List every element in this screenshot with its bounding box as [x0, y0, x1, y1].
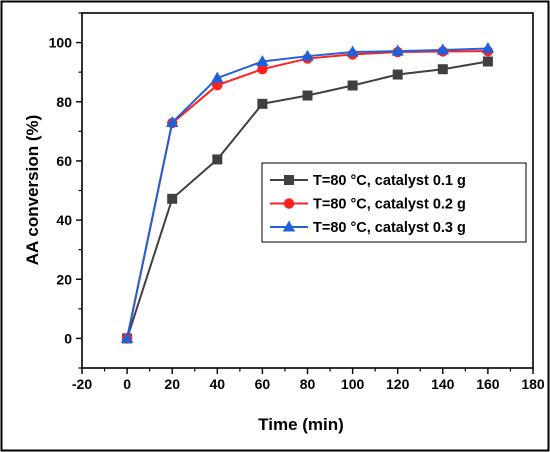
x-axis-title: Time (min) — [258, 415, 344, 434]
data-point-marker — [347, 80, 358, 91]
x-tick-label: 140 — [431, 376, 455, 392]
data-point-marker — [167, 193, 178, 204]
x-tick-label: 20 — [164, 376, 180, 392]
data-point-marker — [256, 55, 269, 67]
y-tick-label: 40 — [56, 212, 72, 228]
data-point-marker — [120, 331, 134, 343]
y-tick-label: 20 — [56, 271, 72, 287]
y-tick-label: 0 — [64, 330, 72, 346]
y-tick-label: 80 — [56, 94, 72, 110]
legend-marker — [282, 220, 296, 232]
x-tick-label: 0 — [123, 376, 131, 392]
x-tick-label: 180 — [521, 376, 545, 392]
data-point-marker — [436, 43, 449, 55]
legend-marker — [283, 198, 295, 209]
data-point-marker — [482, 56, 493, 67]
legend-marker — [284, 175, 294, 185]
x-tick-label: 100 — [341, 376, 365, 392]
data-point-marker — [211, 71, 224, 83]
series-layer — [120, 42, 495, 344]
x-tick-label: 120 — [386, 376, 410, 392]
legend: T=80 °C, catalyst 0.1 g T=80 °C, catalyst… — [261, 162, 527, 243]
x-tick-label: 60 — [255, 376, 271, 392]
legend-label: T=80 °C, catalyst 0.2 g — [313, 197, 466, 213]
data-point-marker — [257, 64, 268, 75]
y-tick-label: 60 — [56, 153, 72, 169]
data-point-marker — [392, 69, 403, 80]
y-axis-title: AA conversion (%) — [23, 115, 42, 266]
legend-label: T=80 °C, catalyst 0.1 g — [313, 173, 466, 189]
data-point-marker — [302, 90, 313, 101]
data-point-marker — [346, 45, 359, 57]
data-point-marker — [212, 154, 223, 165]
data-point-marker — [301, 49, 314, 61]
x-axis-ticks: -20 0 20 40 60 80 100 120 140 160 180 — [72, 368, 545, 392]
data-point-marker — [257, 98, 268, 109]
data-point-marker — [391, 44, 404, 56]
x-tick-label: 40 — [210, 376, 226, 392]
y-tick-label: 100 — [49, 35, 73, 51]
y-axis-ticks: 0 20 40 60 80 100 — [49, 12, 82, 369]
data-point-marker — [437, 64, 448, 75]
data-point-marker — [481, 42, 495, 53]
data-point-marker — [166, 115, 179, 127]
legend-label: T=80 °C, catalyst 0.3 g — [313, 220, 466, 236]
x-tick-label: 80 — [300, 376, 316, 392]
x-tick-label: 160 — [476, 376, 500, 392]
series-3 — [120, 42, 495, 343]
x-tick-label: -20 — [72, 376, 92, 392]
